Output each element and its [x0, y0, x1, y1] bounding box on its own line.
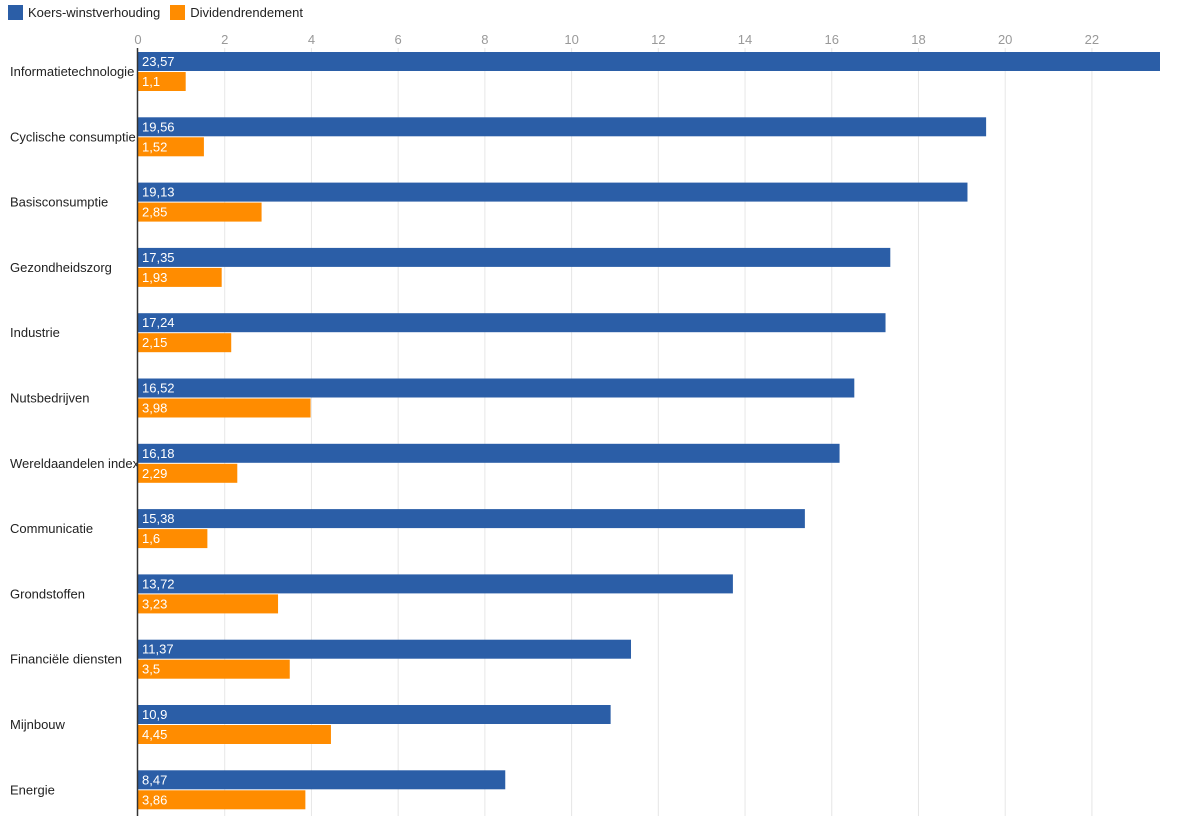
legend-label: Koers-winstverhouding: [28, 5, 161, 20]
data-label: 1,52: [142, 139, 167, 154]
bar: [138, 659, 290, 679]
bar: [138, 770, 506, 790]
legend-swatch: [170, 5, 186, 20]
category-label: Financiële diensten: [10, 652, 122, 667]
bar: [138, 378, 855, 398]
bar: [138, 398, 311, 418]
data-label: 15,38: [142, 511, 175, 526]
category-label: Informatietechnologie: [10, 64, 134, 79]
data-label: 19,56: [142, 119, 175, 134]
bar: [138, 52, 1160, 71]
bar: [138, 463, 238, 483]
bar: [138, 509, 805, 529]
data-label: 3,5: [142, 662, 160, 677]
data-label: 1,6: [142, 531, 160, 546]
data-label: 13,72: [142, 576, 175, 591]
bar: [138, 313, 886, 333]
data-label: 19,13: [142, 185, 175, 200]
category-label: Gezondheidszorg: [10, 260, 112, 275]
x-tick-label: 2: [221, 32, 228, 47]
data-label: 3,98: [142, 401, 167, 416]
x-tick-label: 0: [134, 32, 141, 47]
bar: [138, 443, 840, 463]
bar: [138, 182, 968, 202]
data-label: 2,29: [142, 466, 167, 481]
category-label: Basisconsumptie: [10, 195, 108, 210]
x-tick-label: 14: [738, 32, 752, 47]
x-tick-label: 16: [825, 32, 839, 47]
category-label: Grondstoffen: [10, 586, 85, 601]
category-label: Industrie: [10, 325, 60, 340]
data-label: 8,47: [142, 772, 167, 787]
data-label: 4,45: [142, 727, 167, 742]
x-tick-label: 4: [308, 32, 315, 47]
category-label: Nutsbedrijven: [10, 391, 90, 406]
category-label: Cyclische consumptie: [10, 129, 136, 144]
x-tick-label: 20: [998, 32, 1012, 47]
x-tick-label: 10: [564, 32, 578, 47]
data-label: 3,23: [142, 596, 167, 611]
data-label: 16,18: [142, 446, 175, 461]
data-label: 17,35: [142, 250, 175, 265]
x-tick-label: 6: [395, 32, 402, 47]
data-label: 17,24: [142, 315, 175, 330]
data-label: 16,52: [142, 381, 175, 396]
bar: [138, 247, 891, 267]
bar: [138, 725, 331, 744]
bar: [138, 529, 208, 549]
legend-label: Dividendrendement: [190, 5, 303, 20]
bar: [138, 117, 987, 137]
bar: [138, 705, 611, 724]
bar: [138, 72, 186, 91]
data-label: 2,85: [142, 205, 167, 220]
legend-swatch: [8, 5, 23, 20]
bar: [138, 790, 306, 810]
x-tick-label: 18: [911, 32, 925, 47]
data-label: 23,57: [142, 54, 175, 69]
bar: [138, 574, 733, 594]
category-label: Communicatie: [10, 521, 93, 536]
category-label: Wereldaandelen index: [10, 456, 140, 471]
legend: Koers-winstverhouding Dividendrendement: [8, 5, 303, 20]
data-label: 2,15: [142, 335, 167, 350]
category-label: Mijnbouw: [10, 717, 66, 732]
x-tick-label: 8: [481, 32, 488, 47]
x-tick-label: 12: [651, 32, 665, 47]
bar: [138, 267, 222, 287]
bar: [138, 137, 204, 157]
data-label: 1,93: [142, 270, 167, 285]
legend-item-pe[interactable]: Koers-winstverhouding: [8, 5, 160, 20]
data-label: 10,9: [142, 707, 167, 722]
x-tick-label: 22: [1085, 32, 1099, 47]
bar: [138, 333, 232, 353]
data-label: 3,86: [142, 792, 167, 807]
data-label: 1,1: [142, 74, 160, 89]
bar: [138, 202, 262, 222]
data-label: 11,37: [142, 642, 174, 657]
bar: [138, 594, 279, 614]
legend-item-dividend[interactable]: Dividendrendement: [170, 5, 303, 20]
category-label: Energie: [10, 782, 55, 797]
bar: [138, 639, 632, 659]
